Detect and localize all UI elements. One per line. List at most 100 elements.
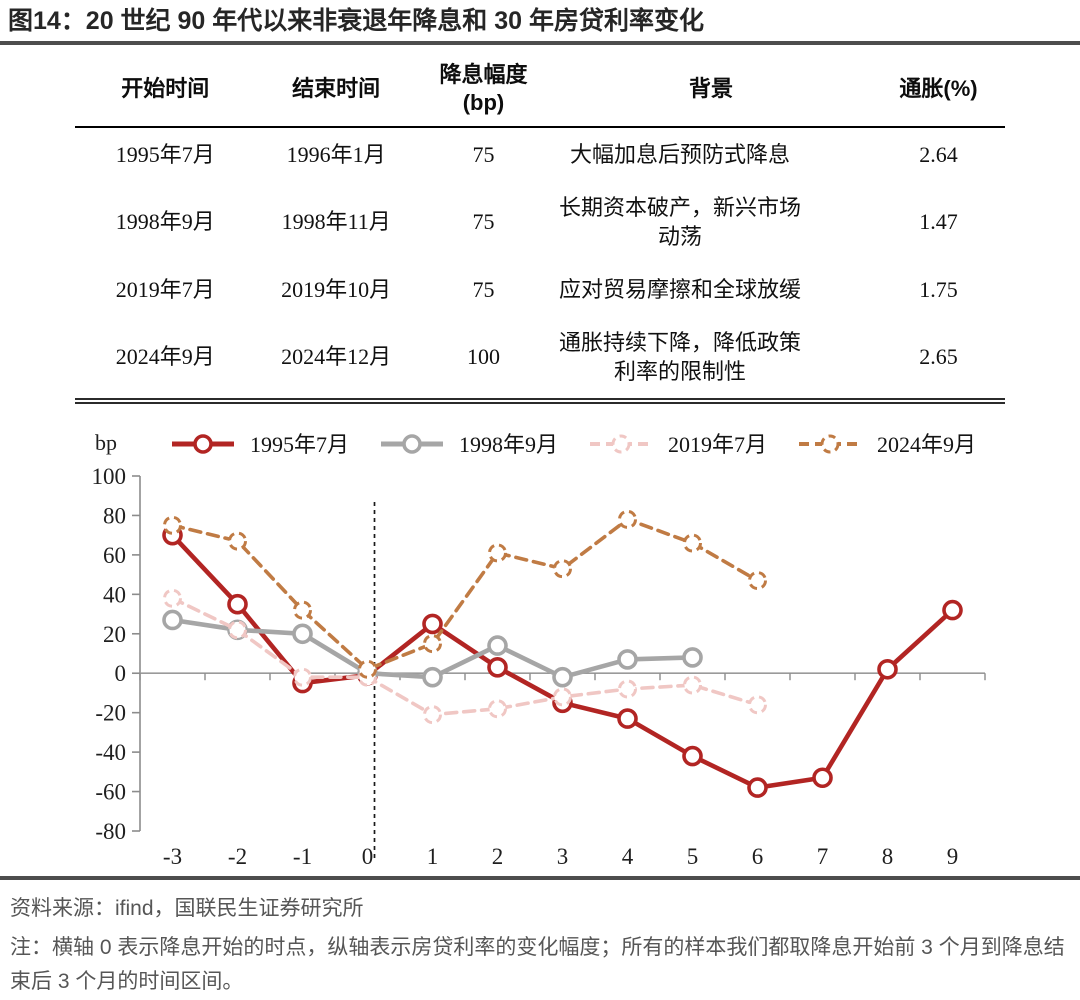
y-tick-label: -20 [95,701,126,726]
y-tick-label: 20 [103,622,126,647]
y-tick-label: -80 [95,819,126,844]
col-header-cut-label-line1: 降息幅度 [439,61,528,87]
y-axis-unit-label: bp [95,430,117,455]
legend-label: 2024年9月 [877,432,976,457]
data-point-marker [552,666,573,688]
legend-marker [193,434,213,454]
data-point-marker [682,745,703,767]
col-header-background: 背景 [550,56,873,128]
x-tick-label: 9 [947,844,959,869]
data-point-marker [617,708,638,729]
data-point-marker [358,659,377,679]
x-tick-label: 7 [817,844,829,869]
data-point-marker [488,699,507,719]
x-tick-label: 8 [882,844,894,869]
legend-item-1998年9月: 1998年9月 [381,432,558,457]
data-point-marker [682,647,703,668]
table-row: 2019年7月 2019年10月 75 应对贸易摩擦和全球放缓 1.75 [75,263,1005,316]
x-tick-label: 0 [362,844,374,869]
table-row: 1995年7月 1996年1月 75 大幅加息后预防式降息 2.64 [75,127,1005,181]
col-header-inflation: 通胀(%) [872,56,1005,128]
cell-background-text: 长期资本破产，新兴市场动荡 [559,194,802,249]
cell-background-text: 大幅加息后预防式降息 [570,141,791,167]
col-header-end-time: 结束时间 [255,56,417,128]
legend-label: 1998年9月 [459,432,558,457]
cell-background: 通胀持续下降，降低政策利率的限制性 [550,315,873,404]
data-point-marker [487,635,508,656]
cell-start: 2019年7月 [115,276,215,302]
table-row: 1998年9月 1998年11月 75 长期资本破产，新兴市场动荡 1.47 [75,181,1005,263]
legend-marker [820,434,840,454]
data-point-marker [683,533,702,553]
data-point-marker [293,600,312,620]
cell-end: 1996年1月 [286,141,386,167]
col-header-start-label: 开始时间 [121,75,210,101]
cell-end: 2024年12月 [255,315,417,404]
col-header-inflation-label: 通胀(%) [899,75,978,101]
y-tick-label: 40 [103,582,126,607]
table-header-row: 开始时间 结束时间 降息幅度 (bp) 背景 通胀(%) [75,56,1005,128]
data-point-marker [228,620,247,640]
cell-background: 大幅加息后预防式降息 [550,127,872,181]
col-header-cut-bp: 降息幅度 (bp) [416,56,551,128]
chart-area: bp 1995年7月 1998年9月 2019年7月 2024年9月 100 80 60 40 2… [0,406,1080,876]
data-point-marker [228,531,247,551]
cell-inflation: 2.65 [872,315,1005,404]
data-point-marker [812,767,833,788]
cell-start: 2024年9月 [75,315,256,404]
table-row: 2024年9月 2024年12月 100 通胀持续下降，降低政策利率的限制性 2… [75,315,1005,404]
cell-inflation: 1.75 [919,276,958,302]
x-tick-label: 4 [622,844,634,869]
legend-marker [402,434,422,454]
series-2019年7月 [163,588,767,725]
series-line [170,517,760,671]
data-point-marker [617,648,638,670]
legend-label: 1995年7月 [250,432,349,457]
data-point-marker [423,705,442,725]
data-point-marker [163,588,182,608]
y-tick-label: -40 [95,740,126,765]
data-point-marker [748,695,767,715]
x-tick-label: -2 [228,844,247,869]
rate-cut-line-chart: bp 1995年7月 1998年9月 2019年7月 2024年9月1008060402… [92,430,986,869]
data-point-marker [748,570,767,590]
data-point-marker [553,687,572,707]
cell-inflation: 2.64 [919,141,958,167]
x-tick-label: 6 [752,844,764,869]
x-tick-label: -1 [293,844,312,869]
data-point-marker [422,613,443,635]
cell-background-text: 应对贸易摩擦和全球放缓 [559,276,802,302]
series-line [170,596,760,717]
data-point-marker [747,777,768,798]
cell-cut: 75 [472,209,495,235]
col-header-end-label: 结束时间 [292,75,381,101]
legend-item-2019年7月: 2019年7月 [590,432,767,457]
data-point-marker [488,543,507,563]
data-point-marker [422,666,443,688]
title-divider [0,40,1080,45]
legend-label: 2019年7月 [668,432,767,457]
y-tick-label: -60 [95,779,126,804]
data-point-marker [942,599,963,621]
cell-end: 2019年10月 [281,276,392,302]
cell-cut: 75 [472,141,495,167]
x-tick-label: 1 [427,844,439,869]
data-point-marker [423,634,442,654]
data-point-marker [683,675,702,695]
series-2024年9月 [163,509,767,679]
data-point-marker [618,509,637,529]
figure-title: 图14：20 世纪 90 年代以来非衰退年降息和 30 年房贷利率变化 [8,7,704,35]
legend-marker [611,434,631,454]
cell-background: 长期资本破产，新兴市场动荡 [550,181,872,263]
x-tick-label: 2 [492,844,504,869]
cell-start: 1998年9月 [115,209,215,235]
data-point-marker [292,623,313,644]
y-tick-label: 60 [103,543,126,568]
x-tick-label: 3 [557,844,569,869]
data-point-marker [162,609,183,631]
footnote: 注：横轴 0 表示降息开始的时点，纵轴表示房贷利率的变化幅度；所有的样本我们都取… [10,935,1065,993]
data-point-marker [293,667,312,687]
legend-item-2024年9月: 2024年9月 [799,432,976,457]
cell-cut: 75 [472,276,495,302]
